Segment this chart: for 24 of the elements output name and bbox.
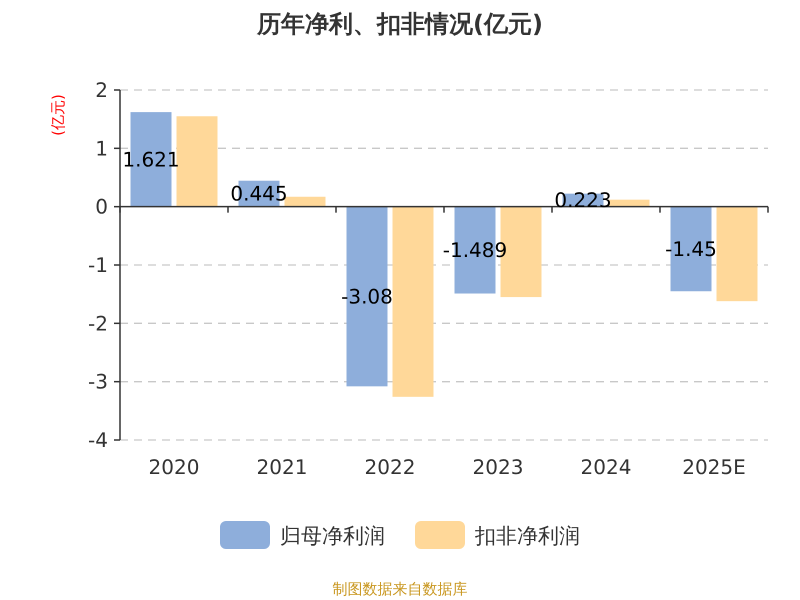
chart-title: 历年净利、扣非情况(亿元) bbox=[256, 10, 543, 38]
y-tick-label: -4 bbox=[88, 428, 108, 452]
y-tick-label: -2 bbox=[88, 311, 108, 336]
x-tick-label: 2020 bbox=[148, 455, 200, 479]
data-label: 1.621 bbox=[122, 147, 180, 172]
legend-label: 扣非净利润 bbox=[474, 524, 580, 548]
data-label: 0.223 bbox=[554, 188, 612, 212]
data-label: -1.45 bbox=[665, 236, 717, 261]
y-tick-label: 1 bbox=[95, 136, 108, 160]
x-tick-label: 2025E bbox=[682, 455, 746, 479]
data-label: -3.08 bbox=[341, 284, 393, 308]
y-tick-label: -1 bbox=[88, 253, 108, 277]
data-label: -1.489 bbox=[442, 238, 508, 262]
y-axis-title: (亿元) bbox=[49, 94, 67, 136]
y-tick-label: 2 bbox=[95, 78, 108, 102]
x-tick-label: 2022 bbox=[364, 455, 416, 479]
y-tick-label: -3 bbox=[88, 370, 108, 394]
x-tick-label: 2021 bbox=[256, 455, 308, 479]
x-tick-label: 2024 bbox=[580, 455, 632, 479]
text: 制图数据来自数据库 bbox=[332, 580, 468, 598]
legend-label: 归母净利润 bbox=[280, 524, 385, 548]
y-tick-label: 0 bbox=[95, 194, 108, 219]
data-label: 0.445 bbox=[230, 182, 288, 206]
x-tick-label: 2023 bbox=[472, 455, 524, 479]
